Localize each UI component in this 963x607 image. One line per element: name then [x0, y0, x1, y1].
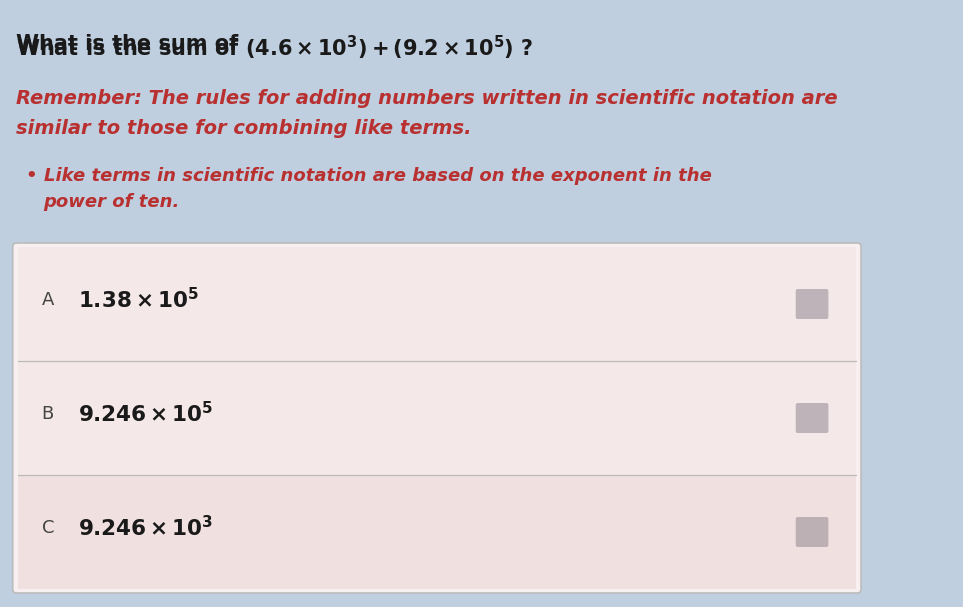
Bar: [18, 247, 855, 361]
Text: A: A: [41, 291, 54, 309]
Text: $\mathbf{1.38\times 10^{5}}$: $\mathbf{1.38\times 10^{5}}$: [78, 287, 199, 313]
Text: $\mathbf{9.246\times 10^{3}}$: $\mathbf{9.246\times 10^{3}}$: [78, 515, 213, 541]
FancyBboxPatch shape: [795, 403, 828, 433]
FancyBboxPatch shape: [795, 289, 828, 319]
Text: What is the sum of $\mathbf{(4.6 \times 10^3)+(9.2 \times 10^5)}$ ?: What is the sum of $\mathbf{(4.6 \times …: [16, 34, 534, 62]
Bar: [18, 361, 855, 475]
Text: power of ten.: power of ten.: [43, 193, 180, 211]
Text: Like terms in scientific notation are based on the exponent in the: Like terms in scientific notation are ba…: [43, 167, 712, 185]
Text: What is the sum of: What is the sum of: [16, 34, 246, 54]
Text: $\mathbf{9.246\times 10^{5}}$: $\mathbf{9.246\times 10^{5}}$: [78, 401, 213, 427]
Text: similar to those for combining like terms.: similar to those for combining like term…: [16, 119, 472, 138]
Bar: [18, 475, 855, 589]
FancyBboxPatch shape: [13, 243, 861, 593]
Text: B: B: [41, 405, 54, 423]
Text: Remember: The rules for adding numbers written in scientific notation are: Remember: The rules for adding numbers w…: [16, 89, 838, 108]
Text: C: C: [41, 519, 54, 537]
Text: •: •: [25, 167, 37, 185]
FancyBboxPatch shape: [795, 517, 828, 547]
